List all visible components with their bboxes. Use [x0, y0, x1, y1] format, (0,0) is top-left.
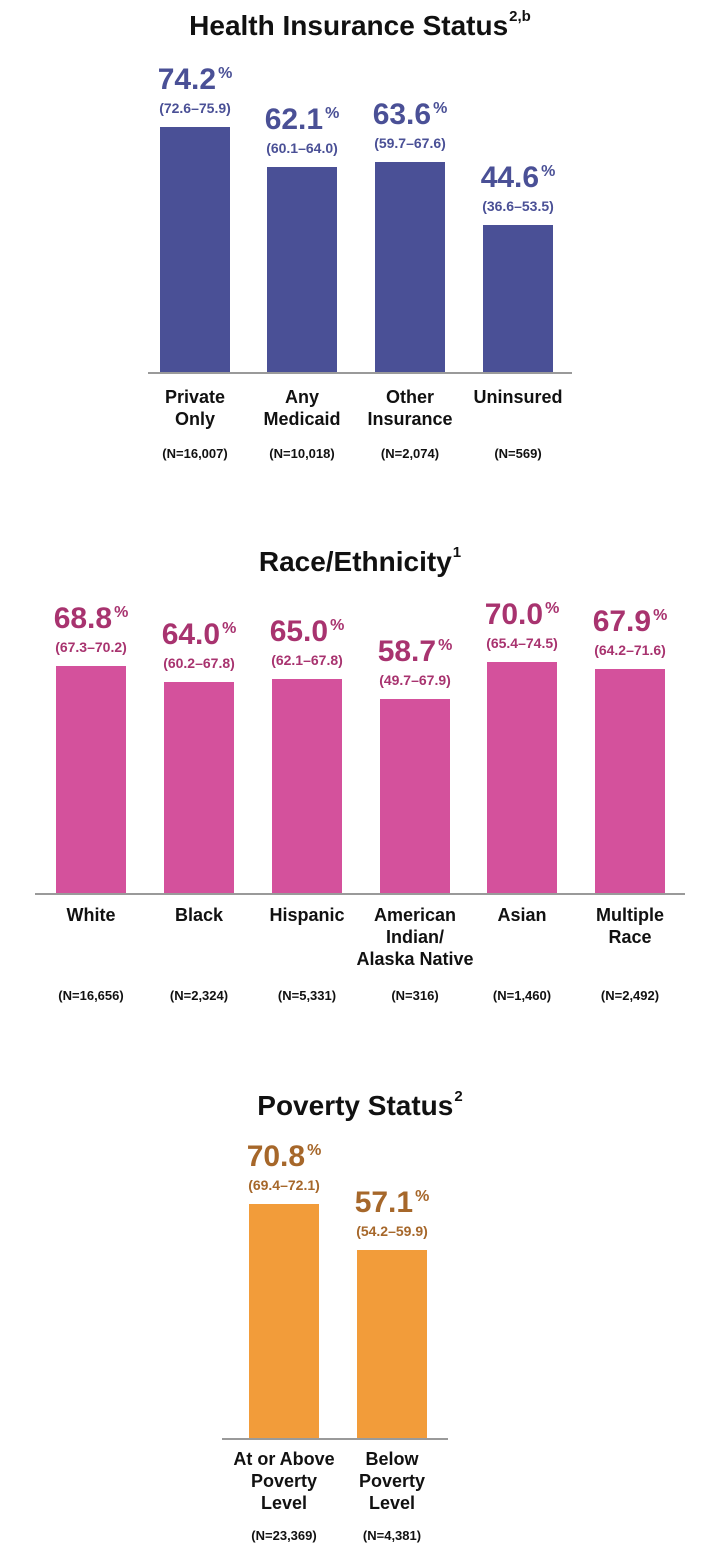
poverty-chart-title: Poverty Status2 [0, 1088, 720, 1122]
insurance-value-number: 63.6 [372, 98, 432, 132]
race-ci-label: (67.3–70.2) [55, 638, 127, 655]
insurance-category-label: Other Insurance [367, 387, 453, 429]
insurance-ci-label: (59.7–67.6) [374, 135, 446, 152]
insurance-value-number: 62.1 [264, 103, 324, 137]
poverty-category-label: Below Poverty Level [358, 1449, 426, 1513]
race-bar [56, 665, 126, 893]
poverty-ci-label: (69.4–72.1) [248, 1177, 320, 1194]
poverty-value-percent: % [415, 1187, 430, 1205]
race-ci-label: (65.4–74.5) [486, 635, 558, 651]
race-category-label: Multiple Race [596, 905, 664, 947]
race-value-percent: % [545, 600, 560, 617]
poverty-value-number: 70.8 [246, 1140, 306, 1174]
poverty-bar [249, 1204, 319, 1438]
insurance-value-percent: % [218, 65, 233, 83]
poverty-value-label: 57.1% [332, 1186, 452, 1220]
poverty-n-label: (N=23,369) [251, 1528, 317, 1543]
race-n-label: (N=2,492) [600, 988, 660, 1003]
race-value-percent: % [653, 606, 668, 624]
insurance-category-label: Private Only [164, 387, 226, 429]
insurance-bar [267, 167, 337, 372]
insurance-bar [483, 224, 553, 372]
race-bar [595, 668, 665, 893]
race-value-number: 64.0 [161, 617, 221, 651]
race-value-number: 68.8 [53, 601, 113, 635]
race-category-label: White [66, 905, 116, 925]
insurance-bar [375, 162, 445, 372]
insurance-bar [160, 127, 230, 372]
poverty-value-label: 70.8% [224, 1140, 344, 1174]
race-category-label: Asian [497, 905, 547, 925]
race-bar [164, 681, 234, 893]
insurance-value-percent: % [433, 100, 448, 118]
poverty-value-number: 57.1 [354, 1185, 414, 1219]
race-n-label: (N=1,460) [492, 988, 552, 1003]
race-n-label: (N=16,656) [58, 988, 124, 1003]
insurance-n-label: (N=10,018) [269, 446, 335, 461]
race-title-text: Race/Ethnicity [258, 546, 452, 577]
poverty-ci-label: (54.2–59.9) [356, 1222, 428, 1239]
race-value-number: 58.7 [377, 635, 437, 669]
race-n-label: (N=5,331) [277, 988, 337, 1003]
insurance-value-label: 62.1% [242, 103, 362, 137]
insurance-value-number: 44.6 [480, 160, 540, 194]
insurance-value-label: 63.6% [350, 98, 470, 132]
insurance-ci-label: (72.6–75.9) [159, 100, 231, 117]
race-value-label: 58.7% [355, 635, 475, 669]
poverty-x-axis [222, 1438, 448, 1440]
insurance-value-label: 74.2% [135, 63, 255, 97]
insurance-n-label: (N=569) [494, 446, 542, 461]
race-value-label: 65.0% [247, 615, 367, 649]
race-ci-label: (62.1–67.8) [271, 651, 343, 668]
race-category-label: Black [174, 905, 224, 925]
race-value-percent: % [114, 603, 129, 621]
insurance-ci-label: (36.6–53.5) [482, 197, 554, 214]
poverty-category-label: At or Above Poverty Level [233, 1449, 335, 1513]
race-category-label: Hispanic [269, 905, 345, 925]
race-n-label: (N=316) [391, 988, 439, 1003]
race-title-superscript: 1 [452, 544, 462, 561]
insurance-n-label: (N=2,074) [380, 446, 440, 461]
insurance-value-number: 74.2 [157, 63, 217, 97]
insurance-chart-title: Health Insurance Status2,b [0, 8, 720, 42]
insurance-n-label: (N=16,007) [162, 446, 228, 461]
poverty-title-superscript: 2 [454, 1088, 463, 1105]
insurance-x-axis [148, 372, 572, 374]
poverty-value-percent: % [307, 1142, 322, 1160]
insurance-value-percent: % [325, 105, 340, 123]
insurance-category-label: Uninsured [473, 387, 563, 407]
race-value-label: 64.0% [139, 618, 259, 652]
race-value-number: 65.0 [269, 614, 329, 648]
insurance-category-label: Any Medicaid [263, 387, 341, 429]
race-bar [487, 662, 557, 893]
insurance-ci-label: (60.1–64.0) [266, 140, 338, 157]
race-chart-title: Race/Ethnicity1 [0, 544, 720, 578]
insurance-title-text: Health Insurance Status [189, 10, 509, 41]
insurance-title-superscript: 2,b [509, 8, 531, 25]
race-bar [380, 699, 450, 893]
poverty-title-text: Poverty Status [257, 1090, 454, 1121]
race-value-number: 67.9 [592, 604, 652, 638]
race-value-number: 70.0 [484, 598, 544, 631]
race-value-percent: % [222, 619, 237, 637]
race-value-percent: % [438, 637, 453, 655]
race-ci-label: (60.2–67.8) [163, 654, 235, 671]
race-x-axis [35, 893, 685, 895]
insurance-value-percent: % [541, 162, 556, 180]
poverty-bar [357, 1249, 427, 1438]
race-category-label: American Indian/ Alaska Native [356, 905, 474, 969]
insurance-value-label: 44.6% [458, 161, 578, 195]
race-n-label: (N=2,324) [169, 988, 229, 1003]
poverty-n-label: (N=4,381) [362, 1528, 422, 1543]
race-bar [272, 678, 342, 893]
race-ci-label: (64.2–71.6) [594, 641, 666, 658]
race-ci-label: (49.7–67.9) [379, 672, 451, 689]
race-value-label: 67.9% [570, 605, 690, 639]
race-value-label: 68.8% [31, 602, 151, 636]
race-value-label: 70.0% [462, 598, 582, 632]
race-value-percent: % [330, 616, 345, 634]
